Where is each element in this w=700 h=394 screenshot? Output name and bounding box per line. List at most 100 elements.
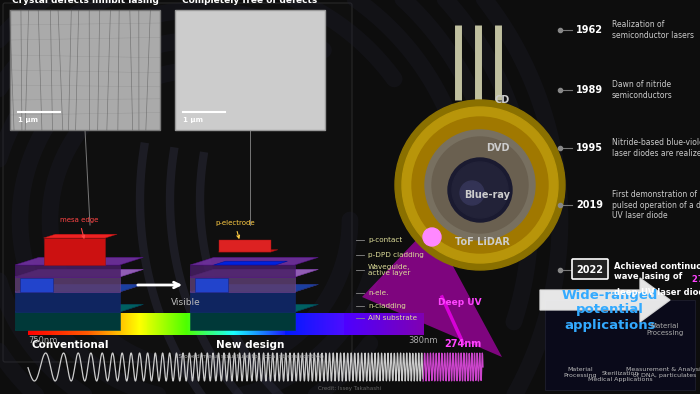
Bar — [107, 313, 108, 335]
Bar — [42, 313, 43, 335]
Bar — [57, 313, 59, 335]
Bar — [47, 313, 48, 335]
Bar — [104, 313, 106, 335]
Bar — [33, 313, 34, 335]
Circle shape — [395, 100, 565, 270]
Bar — [74, 313, 75, 335]
Polygon shape — [190, 312, 295, 330]
Bar — [244, 313, 245, 335]
FancyBboxPatch shape — [572, 259, 608, 279]
Bar — [386, 313, 388, 335]
Bar — [324, 313, 326, 335]
Bar — [213, 313, 214, 335]
Text: p-DPD cladding: p-DPD cladding — [368, 252, 424, 258]
Text: Material
Processing: Material Processing — [646, 323, 684, 336]
Bar — [349, 313, 351, 335]
Polygon shape — [362, 232, 502, 357]
Bar — [256, 313, 258, 335]
Polygon shape — [218, 250, 278, 252]
Bar — [334, 313, 335, 335]
Bar — [300, 313, 301, 335]
Bar — [281, 313, 282, 335]
Bar — [305, 313, 307, 335]
Bar — [101, 313, 103, 335]
Bar — [232, 313, 233, 335]
Bar — [178, 313, 180, 335]
Bar — [420, 313, 421, 335]
Bar — [377, 313, 379, 335]
Text: p-contact: p-contact — [368, 237, 402, 243]
Bar — [130, 313, 131, 335]
Circle shape — [423, 228, 441, 246]
Text: Realization of
semiconductor lasers: Realization of semiconductor lasers — [612, 20, 694, 40]
Bar — [367, 313, 368, 335]
Bar — [333, 313, 335, 335]
Bar — [293, 313, 294, 335]
Bar — [344, 313, 346, 335]
Circle shape — [452, 162, 508, 218]
Bar — [312, 313, 314, 335]
Bar — [225, 313, 226, 335]
Bar — [118, 313, 119, 335]
Bar — [348, 313, 349, 335]
Bar — [199, 313, 202, 335]
Bar — [290, 313, 291, 335]
Polygon shape — [15, 305, 144, 312]
Bar — [404, 313, 406, 335]
Bar — [144, 313, 145, 335]
Bar — [398, 313, 400, 335]
Bar — [421, 313, 423, 335]
Bar — [317, 313, 318, 335]
Bar — [363, 313, 364, 335]
Bar — [370, 313, 371, 335]
Bar — [172, 313, 173, 335]
Bar — [309, 313, 311, 335]
Bar — [277, 313, 279, 335]
Bar — [389, 313, 390, 335]
Bar — [127, 313, 128, 335]
Bar — [144, 313, 146, 335]
Bar — [158, 313, 159, 335]
Bar — [262, 313, 263, 335]
Bar — [155, 313, 156, 335]
Polygon shape — [15, 269, 144, 277]
Polygon shape — [190, 322, 318, 330]
Bar — [81, 313, 83, 335]
Bar — [307, 313, 308, 335]
Bar — [276, 313, 277, 335]
Bar — [251, 313, 253, 335]
Bar — [365, 313, 366, 335]
Bar — [175, 10, 325, 130]
Bar — [389, 313, 391, 335]
Bar — [148, 313, 149, 335]
Bar — [293, 313, 295, 335]
Bar — [393, 313, 394, 335]
Bar — [388, 313, 389, 335]
Bar — [79, 313, 81, 335]
Text: 1 µm: 1 µm — [18, 117, 38, 123]
Bar — [218, 313, 220, 335]
Bar — [416, 313, 418, 335]
Text: AlN substrate: AlN substrate — [368, 315, 417, 321]
Bar — [252, 313, 253, 335]
Bar — [141, 313, 143, 335]
Bar — [69, 313, 70, 335]
Bar — [66, 313, 68, 335]
Bar — [234, 313, 236, 335]
Bar — [285, 313, 286, 335]
Bar — [153, 313, 154, 335]
Bar — [410, 313, 411, 335]
Bar — [336, 313, 337, 335]
Bar — [376, 313, 377, 335]
Bar — [237, 313, 239, 335]
Bar — [382, 313, 383, 335]
Bar — [113, 313, 114, 335]
Bar — [279, 313, 280, 335]
Bar — [259, 313, 260, 335]
Bar — [319, 313, 321, 335]
Polygon shape — [15, 269, 144, 277]
Text: 2022: 2022 — [577, 265, 603, 275]
Bar — [108, 313, 109, 335]
Bar — [242, 313, 244, 335]
Bar — [85, 313, 87, 335]
